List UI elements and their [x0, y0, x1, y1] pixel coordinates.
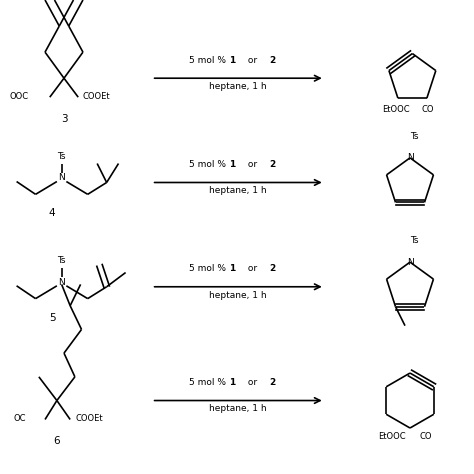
Text: 5 mol %: 5 mol % — [189, 56, 228, 65]
Text: or: or — [245, 264, 260, 273]
Text: 4: 4 — [49, 208, 55, 219]
Text: COOEt: COOEt — [76, 414, 103, 423]
Text: Ts: Ts — [410, 132, 419, 140]
Text: EtOOC: EtOOC — [383, 105, 410, 113]
Text: CO: CO — [422, 105, 434, 113]
Text: or: or — [245, 56, 260, 65]
Text: 1: 1 — [228, 378, 235, 387]
Text: or: or — [245, 378, 260, 387]
Text: 2: 2 — [269, 378, 275, 387]
Text: Ts: Ts — [410, 236, 419, 245]
Text: heptane, 1 h: heptane, 1 h — [210, 82, 267, 91]
Text: heptane, 1 h: heptane, 1 h — [210, 186, 267, 195]
Text: 5 mol %: 5 mol % — [189, 378, 228, 387]
Text: heptane, 1 h: heptane, 1 h — [210, 291, 267, 300]
Text: 5 mol %: 5 mol % — [189, 160, 228, 169]
Text: EtOOC: EtOOC — [378, 432, 405, 440]
Text: 6: 6 — [54, 436, 60, 446]
Text: heptane, 1 h: heptane, 1 h — [210, 404, 267, 413]
Text: 1: 1 — [228, 264, 235, 273]
Text: 1: 1 — [228, 160, 235, 169]
Text: or: or — [245, 160, 260, 169]
Text: 2: 2 — [269, 160, 275, 169]
Text: 3: 3 — [61, 113, 67, 124]
Text: N: N — [58, 278, 65, 286]
Text: 5 mol %: 5 mol % — [189, 264, 228, 273]
Text: N: N — [407, 258, 413, 266]
Text: COOEt: COOEt — [83, 92, 110, 100]
Text: N: N — [407, 154, 413, 162]
Text: CO: CO — [419, 432, 432, 440]
Text: 5: 5 — [49, 312, 55, 323]
Text: Ts: Ts — [57, 256, 66, 265]
Text: 2: 2 — [269, 264, 275, 273]
Text: N: N — [58, 173, 65, 182]
Text: OOC: OOC — [9, 92, 28, 100]
Text: 2: 2 — [269, 56, 275, 65]
Text: OC: OC — [14, 414, 26, 423]
Text: Ts: Ts — [57, 152, 66, 161]
Text: 1: 1 — [228, 56, 235, 65]
